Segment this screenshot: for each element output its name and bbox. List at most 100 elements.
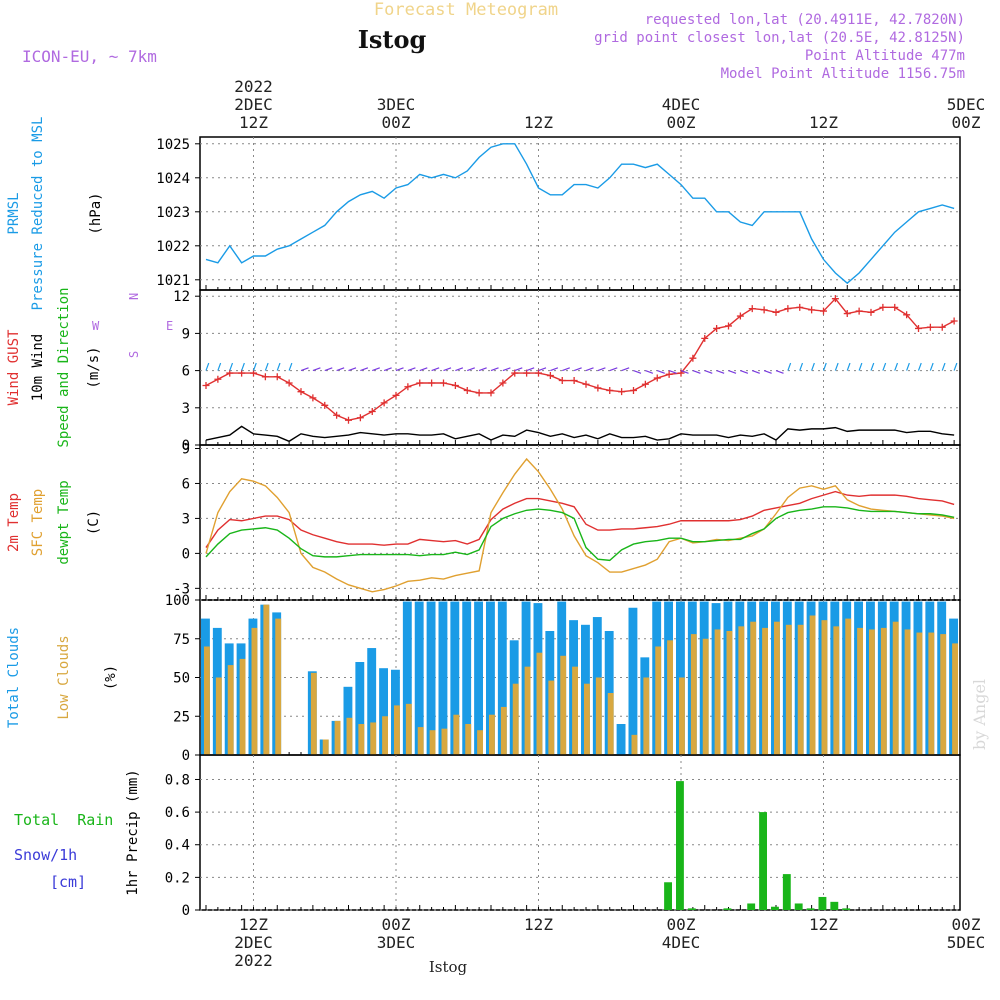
wind-arrow [775, 370, 784, 374]
wind-arrow [799, 362, 804, 371]
gust-marker [297, 388, 305, 396]
gust-marker [950, 317, 958, 325]
panel-label: (C) [86, 510, 102, 535]
series-line-temp-0 [205, 490, 955, 548]
cloud-bar-total [402, 601, 412, 755]
cloud-bar-low [429, 730, 436, 755]
y-tick-label: 3 [182, 511, 190, 527]
gust-marker [748, 305, 756, 313]
compass-s: S [127, 351, 141, 358]
gust-marker [511, 369, 519, 377]
y-tick-label: 9 [182, 441, 190, 457]
gust-marker [867, 308, 875, 316]
wind-arrow [467, 367, 475, 372]
cloud-bar-low [584, 683, 590, 755]
gust-marker [285, 379, 293, 387]
gust-marker [606, 386, 614, 394]
wind-arrow [716, 370, 725, 374]
point-altitude: Point Altitude 477m [805, 48, 965, 64]
watermark: by Angel [970, 679, 989, 750]
precip-bar [842, 908, 851, 910]
snow-unit-label: [cm] [50, 873, 86, 891]
panel-label: Pressure Reduced to MSL [30, 117, 46, 311]
cloud-bar-total [414, 601, 424, 755]
y-tick-label: 0 [182, 546, 190, 562]
wind-arrow [941, 362, 946, 371]
cloud-bar-low [572, 666, 578, 755]
y-tick-label: 0 [182, 748, 190, 764]
wind-arrow [288, 362, 293, 371]
wind-arrow [478, 367, 487, 372]
gust-marker [843, 310, 851, 318]
cloud-bar-total [438, 601, 448, 755]
wind-arrow [929, 362, 934, 371]
wind-arrow [740, 370, 749, 374]
wind-arrow [360, 367, 369, 372]
cloud-bar-low [679, 677, 685, 755]
precip-bar [830, 901, 839, 910]
cloud-bar-low [797, 624, 804, 755]
bottom-time-label: 00Z [952, 915, 981, 934]
top-time-label: 12Z [524, 113, 553, 132]
wind-arrow [704, 370, 713, 374]
cloud-bar-total [628, 607, 638, 755]
wind-arrow [573, 367, 582, 372]
y-tick-label: 9 [182, 326, 190, 342]
precip-bar [771, 906, 779, 910]
cloud-bar-total [616, 724, 626, 755]
gust-marker [368, 408, 376, 416]
cloud-bar-low [952, 643, 958, 755]
gust-marker [653, 374, 661, 382]
wind-arrow [585, 367, 594, 372]
gust-marker [273, 373, 281, 381]
series-line-wind-1 [205, 425, 955, 443]
panel-label: Wind GUST [6, 329, 22, 405]
cloud-bar-total [497, 601, 507, 755]
cloud-bar-low [417, 727, 424, 755]
y-tick-label: 1024 [156, 171, 190, 187]
wind-arrow [870, 362, 875, 371]
bottom-time-label: 12Z [239, 915, 268, 934]
cloud-bar-low [643, 677, 650, 755]
wind-arrow [229, 362, 234, 371]
cloud-bar-low [774, 621, 780, 755]
wind-arrow [419, 367, 428, 372]
series-line-pressure-0 [205, 143, 955, 285]
cloud-bar-total [474, 601, 483, 755]
gust-marker [475, 389, 483, 397]
bottom-time-label: 2022 [234, 951, 273, 970]
gust-marker [820, 307, 827, 315]
cloud-bar-low [928, 632, 935, 755]
wind-arrow [645, 370, 654, 374]
cloud-bar-low [892, 621, 899, 755]
cloud-bar-low [405, 703, 412, 755]
cloud-bar-low [477, 730, 483, 755]
y-tick-label: 0 [182, 903, 190, 919]
wind-arrow [692, 370, 701, 374]
wind-arrow [538, 367, 547, 372]
panel-label: Speed and Direction [56, 287, 72, 447]
y-tick-label: 100 [165, 593, 190, 609]
gust-marker [665, 370, 673, 378]
snow-label: Snow/1h [14, 846, 77, 864]
cloud-bar-low [714, 629, 721, 755]
cloud-bar-low [690, 634, 697, 755]
y-tick-label: 12 [173, 289, 190, 305]
y-tick-label: 1021 [156, 273, 190, 289]
gust-marker [903, 311, 911, 319]
precip-bar [687, 908, 696, 910]
panel-label: Low Clouds [56, 635, 72, 719]
total-rain-label: Total Rain [14, 811, 113, 829]
y-tick-label: 1025 [156, 137, 190, 153]
bottom-time-label: 3DEC [377, 933, 416, 952]
gust-marker [321, 401, 329, 409]
cloud-bar-total [486, 601, 495, 755]
cloud-bar-low [394, 705, 400, 755]
compass-e: E [166, 319, 173, 333]
wind-arrow [514, 367, 523, 372]
gust-marker [226, 369, 234, 377]
gust-marker [736, 312, 744, 320]
bottom-time-label: 12Z [809, 915, 838, 934]
precip-bar [759, 812, 767, 910]
